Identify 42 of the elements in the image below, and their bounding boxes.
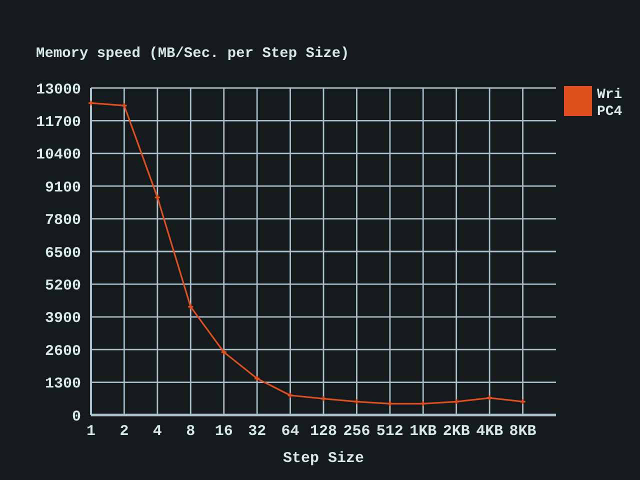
chart-title: Memory speed (MB/Sec. per Step Size) bbox=[36, 46, 350, 62]
point bbox=[387, 401, 392, 406]
x-tick-label: 8 bbox=[186, 423, 196, 440]
point bbox=[320, 396, 326, 402]
x-tick-label: 128 bbox=[310, 423, 338, 440]
point bbox=[420, 401, 426, 406]
point bbox=[221, 350, 226, 355]
x-tick-label: 256 bbox=[343, 423, 370, 440]
point bbox=[354, 399, 360, 404]
point bbox=[288, 392, 293, 398]
point bbox=[88, 100, 94, 106]
x-tick-label: 64 bbox=[281, 423, 300, 440]
x-tick-label: 1KB bbox=[410, 423, 437, 440]
x-tick-label: 4 bbox=[152, 423, 162, 440]
x-axis-title: Step Size bbox=[282, 450, 364, 467]
y-tick-label: 6500 bbox=[44, 244, 81, 262]
x-tick-label: 512 bbox=[376, 423, 404, 440]
point bbox=[254, 376, 260, 382]
y-tick-label: 2600 bbox=[44, 342, 81, 360]
point bbox=[487, 395, 492, 400]
legend-label: Wri PC4 bbox=[597, 87, 622, 120]
y-tick-label: 11700 bbox=[36, 114, 81, 131]
x-tick-label: 2KB bbox=[442, 423, 470, 440]
point bbox=[122, 103, 127, 108]
y-tick-label: 13000 bbox=[36, 81, 81, 98]
point bbox=[188, 304, 194, 310]
x-tick-label: 8KB bbox=[509, 423, 536, 440]
x-tick-label: 1 bbox=[86, 423, 96, 440]
point bbox=[154, 194, 160, 200]
y-tick-label: 7800 bbox=[44, 212, 81, 230]
point bbox=[454, 399, 459, 404]
y-tick-label: 5200 bbox=[44, 277, 81, 294]
y-tick-label: 10400 bbox=[36, 146, 81, 164]
x-tick-label: 16 bbox=[214, 423, 233, 440]
x-tick-label: 32 bbox=[248, 423, 266, 440]
y-tick-label: 3900 bbox=[44, 310, 81, 328]
y-tick-label: 1300 bbox=[44, 376, 81, 393]
x-tick-label: 2 bbox=[120, 423, 129, 440]
x-tick-label: 4KB bbox=[476, 423, 504, 440]
point bbox=[520, 399, 526, 404]
y-tick-label: 9100 bbox=[44, 179, 81, 196]
y-tick-label: 0 bbox=[72, 408, 81, 426]
